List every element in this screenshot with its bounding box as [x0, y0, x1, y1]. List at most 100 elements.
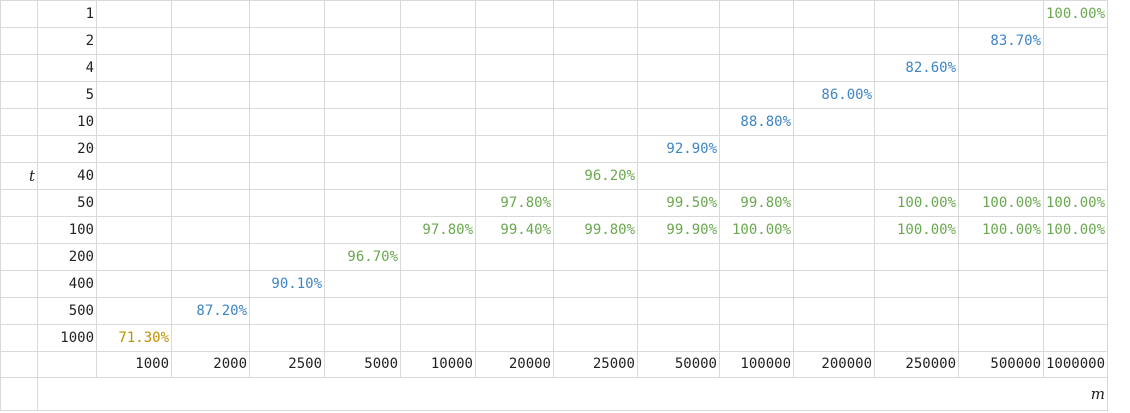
empty-cell — [793, 162, 875, 190]
empty-cell — [553, 54, 638, 82]
empty-cell — [719, 297, 794, 325]
empty-cell — [96, 216, 172, 244]
empty-cell — [400, 297, 476, 325]
empty-cell — [958, 54, 1044, 82]
empty-cell — [553, 81, 638, 109]
empty-cell — [400, 108, 476, 136]
empty-cell — [324, 189, 401, 217]
empty-cell — [400, 81, 476, 109]
empty-cell — [0, 297, 38, 325]
column-header-m: 500000 — [958, 351, 1044, 378]
empty-cell — [793, 27, 875, 55]
empty-cell — [249, 162, 325, 190]
empty-cell — [96, 0, 172, 28]
row-header-t: 200 — [37, 243, 97, 271]
empty-cell — [400, 162, 476, 190]
data-cell: 100.00% — [958, 189, 1044, 217]
empty-cell — [958, 135, 1044, 163]
empty-cell — [637, 54, 720, 82]
empty-cell — [958, 108, 1044, 136]
empty-cell — [637, 81, 720, 109]
empty-cell — [958, 297, 1044, 325]
empty-cell — [475, 81, 554, 109]
empty-cell — [553, 297, 638, 325]
empty-cell — [553, 108, 638, 136]
data-cell: 71.30% — [96, 324, 172, 352]
empty-cell — [249, 108, 325, 136]
empty-cell — [637, 297, 720, 325]
empty-cell — [958, 162, 1044, 190]
empty-cell — [793, 324, 875, 352]
column-header-m: 100000 — [719, 351, 794, 378]
empty-cell — [637, 324, 720, 352]
empty-cell — [0, 243, 38, 271]
empty-cell — [553, 189, 638, 217]
empty-cell — [793, 189, 875, 217]
row-axis-label: t — [0, 162, 38, 190]
empty-cell — [249, 324, 325, 352]
empty-cell — [0, 324, 38, 352]
empty-cell — [249, 81, 325, 109]
empty-cell — [0, 81, 38, 109]
data-cell: 97.80% — [400, 216, 476, 244]
empty-cell — [324, 270, 401, 298]
empty-cell — [475, 297, 554, 325]
empty-cell — [171, 162, 250, 190]
table-row: 5 86.00% — [0, 81, 1109, 109]
empty-cell — [475, 243, 554, 271]
empty-cell — [0, 54, 38, 82]
table-row: t 40 96.20% — [0, 162, 1109, 190]
empty-cell — [400, 135, 476, 163]
empty-cell — [553, 27, 638, 55]
table-row: 4 82.60% — [0, 54, 1109, 82]
data-cell: 99.50% — [637, 189, 720, 217]
data-cell: 100.00% — [874, 189, 959, 217]
column-header-row: 1000 2000 2500 5000 10000 20000 25000 50000 1000… — [0, 351, 1109, 378]
empty-cell — [1042, 108, 1109, 136]
empty-cell — [1042, 270, 1109, 298]
empty-cell — [249, 135, 325, 163]
empty-cell — [793, 216, 875, 244]
empty-cell — [96, 54, 172, 82]
empty-cell — [637, 270, 720, 298]
empty-cell — [1042, 243, 1109, 271]
empty-cell — [171, 189, 250, 217]
column-axis-label: m — [36, 377, 1109, 411]
empty-cell — [171, 54, 250, 82]
empty-cell — [0, 0, 38, 28]
empty-cell — [249, 189, 325, 217]
empty-cell — [400, 54, 476, 82]
empty-cell — [719, 0, 794, 28]
empty-cell — [96, 297, 172, 325]
empty-cell — [324, 54, 401, 82]
data-cell: 97.80% — [475, 189, 554, 217]
data-cell: 100.00% — [874, 216, 959, 244]
column-axis-row: m — [0, 377, 1109, 411]
empty-cell — [874, 135, 959, 163]
column-header-m: 1000 — [96, 351, 172, 378]
empty-cell — [793, 0, 875, 28]
empty-cell — [719, 81, 794, 109]
empty-cell — [171, 270, 250, 298]
column-header-m: 2500 — [249, 351, 325, 378]
empty-cell — [475, 324, 554, 352]
column-header-m: 2000 — [171, 351, 250, 378]
table-row: 20 92.90% — [0, 135, 1109, 163]
empty-cell — [719, 162, 794, 190]
table-row: 50 97.80% 99.50% 99.80% 100.00% 100.00% 100.00… — [0, 189, 1109, 217]
empty-cell — [874, 243, 959, 271]
empty-cell — [324, 27, 401, 55]
column-header-m: 200000 — [793, 351, 875, 378]
empty-cell — [793, 297, 875, 325]
empty-cell — [637, 243, 720, 271]
empty-cell — [553, 135, 638, 163]
empty-cell — [719, 54, 794, 82]
empty-cell — [719, 324, 794, 352]
row-header-t: 1000 — [37, 324, 97, 352]
empty-cell — [874, 81, 959, 109]
data-cell: 100.00% — [719, 216, 794, 244]
data-cell: 100.00% — [1042, 216, 1109, 244]
empty-cell — [719, 270, 794, 298]
empty-cell — [553, 0, 638, 28]
